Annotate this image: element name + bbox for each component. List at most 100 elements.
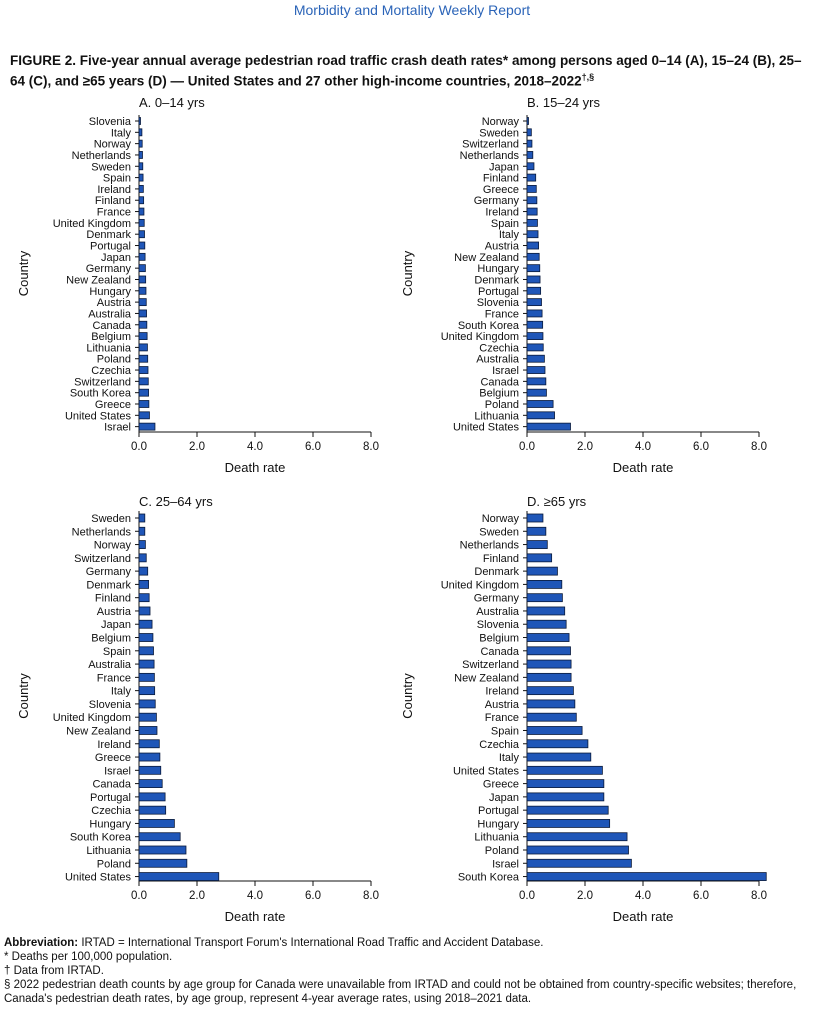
bar-denmark [526, 566, 558, 576]
bar-greece [526, 185, 537, 193]
bar-germany [138, 264, 146, 273]
category-label-greece: Greece [483, 779, 519, 791]
category-label-netherlands: Netherlands [72, 526, 132, 538]
category-label-switzerland: Switzerland [462, 659, 519, 671]
bar-slovenia [138, 117, 141, 125]
bar-netherlands [526, 151, 534, 159]
bar-italy [138, 128, 143, 137]
bar-czechia [138, 366, 149, 374]
category-label-finland: Finland [95, 195, 131, 207]
bar-new-zealand [138, 726, 158, 735]
category-label-south-korea: South Korea [458, 872, 520, 884]
bar-hungary [138, 286, 147, 295]
category-label-canada: Canada [92, 779, 131, 791]
x-tick-label: 6.0 [305, 890, 321, 902]
bar-poland [526, 400, 554, 408]
figure-title-footnote-marks: †,§ [581, 72, 595, 82]
category-label-austria: Austria [485, 241, 520, 253]
category-label-spain: Spain [491, 218, 519, 230]
category-label-switzerland: Switzerland [74, 376, 131, 388]
bar-united-kingdom [526, 580, 563, 589]
category-label-australia: Australia [88, 659, 132, 671]
bar-austria [138, 298, 147, 307]
bar-norway [138, 540, 146, 549]
category-label-france: France [485, 712, 519, 724]
bar-belgium [138, 332, 148, 340]
category-label-south-korea: South Korea [70, 388, 132, 400]
bar-spain [526, 726, 583, 735]
category-label-ireland: Ireland [97, 739, 131, 751]
footnotes: Abbreviation: IRTAD = International Tran… [4, 936, 818, 1006]
bar-south-korea [526, 320, 544, 329]
bar-canada [138, 320, 148, 329]
bar-sweden [138, 513, 146, 523]
y-axis-label: Country [16, 250, 31, 296]
category-label-lithuania: Lithuania [86, 845, 132, 857]
category-label-czechia: Czechia [91, 365, 132, 377]
category-label-belgium: Belgium [91, 633, 131, 645]
category-label-japan: Japan [101, 252, 131, 264]
bar-lithuania [526, 411, 555, 420]
x-tick-label: 0.0 [519, 890, 535, 902]
bar-canada [138, 779, 163, 789]
bar-sweden [526, 526, 547, 536]
bar-new-zealand [526, 672, 572, 682]
x-tick-label: 8.0 [363, 890, 379, 902]
y-axis-label: Country [400, 673, 415, 719]
x-tick-label: 2.0 [189, 441, 205, 453]
category-label-austria: Austria [485, 699, 520, 711]
category-label-sweden: Sweden [91, 161, 131, 173]
category-label-united-kingdom: United Kingdom [441, 331, 519, 343]
bar-germany [526, 196, 538, 205]
category-label-norway: Norway [482, 513, 520, 525]
category-label-portugal: Portugal [478, 805, 519, 817]
bar-finland [138, 196, 145, 205]
bar-belgium [138, 633, 154, 642]
bar-sweden [526, 128, 532, 137]
category-label-israel: Israel [104, 765, 131, 777]
category-label-united-states: United States [453, 765, 520, 777]
bar-greece [526, 779, 605, 789]
bar-france [526, 309, 543, 318]
category-label-japan: Japan [489, 161, 519, 173]
category-label-greece: Greece [95, 399, 131, 411]
bar-italy [526, 230, 539, 239]
category-label-hungary: Hungary [89, 286, 131, 298]
x-tick-label: 6.0 [693, 890, 709, 902]
category-label-portugal: Portugal [90, 241, 131, 253]
bar-denmark [526, 275, 541, 284]
bar-japan [138, 252, 146, 261]
bar-south-korea [526, 872, 767, 881]
x-tick-label: 2.0 [577, 441, 593, 453]
bar-spain [526, 218, 538, 227]
x-tick-label: 2.0 [189, 890, 205, 902]
category-label-czechia: Czechia [479, 739, 520, 751]
bar-israel [138, 765, 162, 775]
category-label-ireland: Ireland [97, 184, 131, 196]
category-label-sweden: Sweden [479, 526, 519, 538]
bar-netherlands [138, 526, 146, 536]
figure-title: FIGURE 2. Five-year annual average pedes… [10, 52, 816, 90]
category-label-south-korea: South Korea [70, 832, 132, 844]
category-label-hungary: Hungary [477, 263, 519, 275]
panel-title: A. 0–14 yrs [139, 95, 205, 110]
bar-portugal [138, 792, 166, 802]
category-label-slovenia: Slovenia [477, 297, 520, 309]
x-tick-label: 8.0 [363, 441, 379, 453]
bar-israel [526, 858, 632, 868]
bar-france [526, 712, 577, 722]
category-label-netherlands: Netherlands [460, 150, 520, 162]
category-label-italy: Italy [499, 229, 520, 241]
bar-israel [138, 422, 156, 431]
category-label-australia: Australia [88, 308, 132, 320]
bar-denmark [138, 230, 145, 239]
bar-norway [138, 139, 143, 148]
category-label-japan: Japan [101, 619, 131, 631]
category-label-sweden: Sweden [479, 127, 519, 139]
footnote-abbreviation: Abbreviation: IRTAD = International Tran… [4, 936, 818, 950]
bar-canada [526, 646, 571, 656]
category-label-spain: Spain [103, 646, 131, 658]
category-label-lithuania: Lithuania [86, 342, 132, 354]
